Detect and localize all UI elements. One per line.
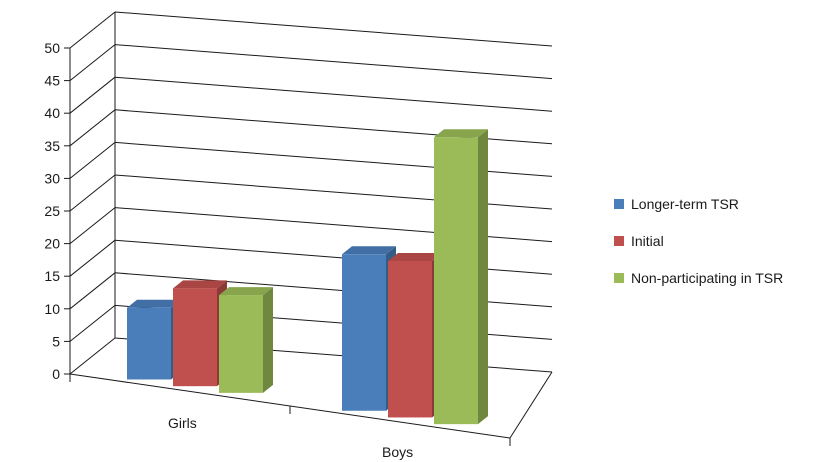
legend-label: Initial (631, 233, 664, 249)
bar-front-face (434, 137, 478, 425)
y-tick-label: 5 (52, 333, 60, 349)
side-gridline (69, 44, 116, 81)
side-gridline (69, 109, 116, 147)
y-tick-label: 10 (44, 301, 60, 317)
bar-top-face (173, 280, 227, 289)
legend: Longer-term TSR Initial Non-participating … (614, 196, 783, 286)
gridline (114, 76, 553, 112)
bar-girls-2 (219, 287, 273, 393)
gridline (114, 11, 553, 47)
legend-entry-2: Non-participating in TSR (614, 270, 783, 286)
bar-front-face (173, 288, 217, 387)
side-gridline (69, 174, 116, 212)
floor-right-edge (509, 371, 553, 439)
axes (69, 12, 553, 446)
y-tick-label: 50 (44, 40, 60, 56)
y-tick-label: 25 (44, 203, 60, 219)
legend-label: Non-participating in TSR (631, 270, 783, 286)
y-tick-label: 20 (44, 236, 60, 252)
side-gridline (69, 305, 116, 342)
bar-front-face (127, 307, 171, 380)
bars (127, 129, 488, 425)
bar-side-face (263, 287, 273, 393)
legend-entry-0: Longer-term TSR (614, 196, 739, 212)
y-tick-label: 45 (44, 73, 60, 89)
y-tick-label: 40 (44, 105, 60, 121)
y-axis-ticks: 0 5 10 15 20 25 30 35 40 45 50 (44, 40, 70, 382)
bar-top-face (219, 287, 273, 296)
category-label-boys: Boys (382, 444, 413, 460)
bar-front-face (388, 260, 432, 418)
bar-front-face (219, 295, 263, 393)
side-gridline (69, 142, 116, 179)
bar-front-face (342, 254, 386, 411)
y-tick-label: 35 (44, 138, 60, 154)
side-gridline (69, 207, 116, 244)
side-gridline (69, 76, 116, 114)
x-axis-categories: Girls Boys (168, 415, 413, 460)
side-gridline (69, 11, 116, 49)
side-gridline (69, 239, 116, 277)
gridline (114, 44, 553, 80)
y-tick-label: 30 (44, 170, 60, 186)
legend-swatch (614, 199, 624, 209)
bar-top-face (388, 252, 442, 261)
bar-side-face (478, 129, 488, 425)
bar-boys-1 (388, 252, 442, 418)
bar-top-face (342, 246, 396, 255)
legend-entry-1: Initial (614, 233, 664, 249)
side-gridline (69, 272, 116, 310)
bar-top-face (434, 129, 488, 138)
side-gridline (69, 337, 116, 375)
y-tick-label: 0 (52, 366, 60, 382)
y-tick-label: 15 (44, 268, 60, 284)
legend-swatch (614, 273, 624, 283)
bar-girls-0 (127, 299, 181, 380)
legend-label: Longer-term TSR (631, 196, 739, 212)
bar-boys-2 (434, 129, 488, 425)
category-label-girls: Girls (168, 415, 197, 431)
legend-swatch (614, 236, 624, 246)
bar-girls-1 (173, 280, 227, 387)
bar-boys-0 (342, 246, 396, 411)
bar-top-face (127, 299, 181, 308)
